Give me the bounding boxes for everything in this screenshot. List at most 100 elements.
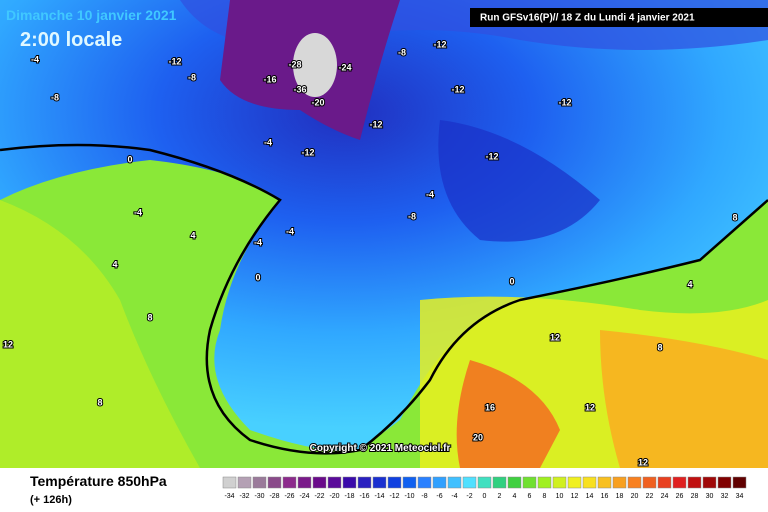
contour-label: -8 — [51, 92, 59, 102]
legend-tick-label: 6 — [528, 493, 532, 500]
legend-swatch — [222, 476, 237, 489]
contour-label: 20 — [473, 432, 483, 442]
legend-swatch — [642, 476, 657, 489]
forecast-time: 2:00 locale — [20, 29, 122, 51]
warm-zone-west — [0, 200, 200, 468]
contour-label: -12 — [433, 39, 446, 49]
footer — [0, 468, 768, 512]
legend-swatch — [582, 476, 597, 489]
color-legend: -34 -32 -30 -28 -26 -24 -22 -20 -18 -16 -14 -12 -10-… — [222, 476, 747, 500]
contour-label: 0 — [255, 272, 260, 282]
legend-tick-label: 16 — [601, 493, 609, 500]
legend-tick-label: 8 — [543, 493, 547, 500]
contour-labels: -8 -4 -12 -8 -16 -28 -36 -24 -20 -8 -12 -12 -12 -12 -1… — [2, 38, 739, 468]
contour-label: 12 — [3, 339, 13, 349]
contour-label: -36 — [293, 84, 306, 94]
contour-label: -12 — [168, 56, 181, 66]
contour-label: 0 — [127, 154, 132, 164]
legend-tick-label: -10 — [404, 493, 414, 500]
legend-tick-label: 18 — [616, 493, 624, 500]
hot-zone-east — [600, 330, 768, 468]
legend-swatch — [312, 476, 327, 489]
contour-label: -20 — [311, 97, 324, 107]
contour-label: -12 — [451, 84, 464, 94]
contour-label: -8 — [408, 211, 416, 221]
legend-swatch — [387, 476, 402, 489]
legend-tick-label: -8 — [421, 493, 427, 500]
legend-swatch — [537, 476, 552, 489]
contour-label: -4 — [31, 54, 39, 64]
legend-swatch — [372, 476, 387, 489]
contour-label: 8 — [147, 312, 152, 322]
legend-swatch — [717, 476, 732, 489]
legend-tick-label: 10 — [556, 493, 564, 500]
legend-tick-label: -14 — [374, 493, 384, 500]
legend-swatch — [612, 476, 627, 489]
legend-swatch — [237, 476, 252, 489]
contour-label: -16 — [263, 74, 276, 84]
contour-label: 12 — [550, 332, 560, 342]
contour-label: 12 — [638, 457, 648, 467]
contour-label: -4 — [426, 189, 434, 199]
legend-tick-label: 32 — [721, 493, 729, 500]
legend-tick-label: 24 — [661, 493, 669, 500]
run-info: Run GFSv16(P)// 18 Z du Lundi 4 janvier … — [480, 13, 695, 24]
legend-swatch — [702, 476, 717, 489]
zero-isotherm — [0, 143, 768, 455]
contour-label: -28 — [288, 59, 301, 69]
contour-label: 8 — [657, 342, 662, 352]
lead-time: (+ 126h) — [30, 494, 72, 506]
legend-tick-label: -28 — [269, 493, 279, 500]
contour-label: 0 — [509, 276, 514, 286]
legend-swatch — [732, 476, 747, 489]
legend-tick-label: 28 — [691, 493, 699, 500]
legend-tick-label: -6 — [436, 493, 442, 500]
contour-label: -24 — [338, 62, 351, 72]
legend-tick-label: 20 — [631, 493, 639, 500]
legend-swatch — [297, 476, 312, 489]
legend-swatch — [342, 476, 357, 489]
cold-air-mass — [0, 0, 768, 451]
legend-tick-label: -34 — [224, 493, 234, 500]
contour-label: 12 — [585, 402, 595, 412]
contour-label: -4 — [286, 226, 294, 236]
contour-label: 16 — [485, 402, 495, 412]
contour-label: -4 — [134, 207, 142, 217]
legend-tick-label: -16 — [359, 493, 369, 500]
cold-pool — [438, 120, 600, 242]
legend-tick-label: 0 — [483, 493, 487, 500]
legend-tick-label: 14 — [586, 493, 594, 500]
contour-label: -12 — [558, 97, 571, 107]
extreme-core — [293, 33, 337, 97]
field-label: Température 850hPa — [30, 473, 167, 489]
legend-tick-label: -32 — [239, 493, 249, 500]
legend-tick-label: -2 — [466, 493, 472, 500]
legend-swatch — [672, 476, 687, 489]
legend-tick-label: -22 — [314, 493, 324, 500]
legend-swatch — [252, 476, 267, 489]
legend-swatch — [597, 476, 612, 489]
contour-label: -4 — [254, 237, 262, 247]
run-banner — [470, 8, 768, 27]
legend-swatch — [507, 476, 522, 489]
legend-swatch — [462, 476, 477, 489]
legend-tick-label: -4 — [451, 493, 457, 500]
legend-swatch — [657, 476, 672, 489]
legend-tick-label: -18 — [344, 493, 354, 500]
contour-label: -12 — [369, 119, 382, 129]
legend-swatch — [492, 476, 507, 489]
legend-tick-label: 34 — [736, 493, 744, 500]
legend-swatch — [417, 476, 432, 489]
legend-tick-label: 30 — [706, 493, 714, 500]
legend-swatch — [552, 476, 567, 489]
legend-swatch — [447, 476, 462, 489]
contour-label: 8 — [732, 212, 737, 222]
contour-label: 8 — [97, 397, 102, 407]
hot-zone — [456, 360, 560, 468]
legend-tick-label: -20 — [329, 493, 339, 500]
legend-swatch — [522, 476, 537, 489]
contour-label: 4 — [112, 259, 117, 269]
contour-label: -4 — [264, 137, 272, 147]
